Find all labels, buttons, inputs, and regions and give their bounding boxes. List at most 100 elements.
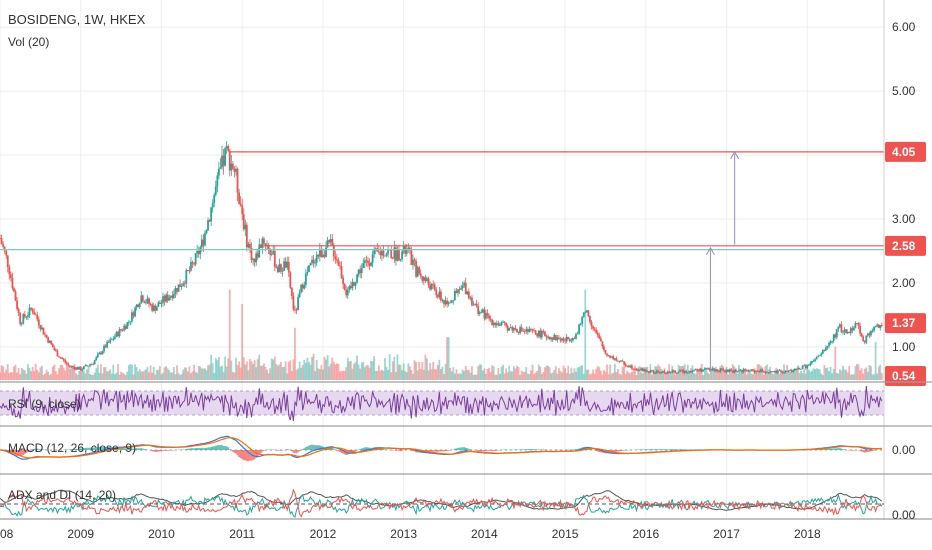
- adx-pane[interactable]: ADX and DI (14, 20) 0.00: [0, 488, 916, 522]
- volume-bar: [270, 358, 273, 380]
- volume-bar: [752, 374, 754, 380]
- candle-body: [593, 328, 596, 330]
- volume-bar: [353, 363, 355, 380]
- macd-hist-bar: [523, 449, 526, 450]
- price-pane[interactable]: [0, 141, 884, 380]
- volume-bar: [792, 373, 795, 380]
- x-tick-label: 2013: [390, 527, 417, 541]
- rsi-pane[interactable]: RSI (9, close): [0, 385, 884, 422]
- candle-body: [78, 367, 81, 370]
- candle-body: [444, 300, 447, 305]
- macd-pane[interactable]: MACD (12, 26, close, 9) 0.00: [0, 435, 916, 462]
- volume-bar: [811, 370, 813, 380]
- volume-bar: [707, 372, 709, 380]
- candle-body: [335, 259, 338, 261]
- candle-body: [837, 326, 840, 330]
- candle-body: [306, 271, 309, 274]
- candle-body: [443, 300, 445, 305]
- volume-bar: [146, 366, 149, 380]
- volume-bar: [828, 371, 830, 380]
- candle-body: [839, 324, 841, 327]
- macd-hist-bar: [154, 450, 157, 452]
- candle-body: [34, 314, 37, 316]
- volume-bar: [525, 367, 528, 380]
- candle-body: [390, 249, 393, 258]
- volume-bar: [326, 355, 329, 380]
- candle-body: [519, 327, 521, 334]
- horizontal-levels[interactable]: [0, 151, 884, 251]
- candle-body: [224, 148, 227, 166]
- candle-body: [811, 361, 813, 363]
- volume-bar: [503, 373, 506, 380]
- candle-body: [261, 238, 264, 248]
- macd-hist-bar: [145, 449, 147, 450]
- macd-hist-bar: [395, 450, 397, 451]
- volume-bar: [592, 369, 594, 380]
- candle-body: [179, 284, 181, 287]
- volume-bar: [204, 368, 206, 380]
- volume-bar: [488, 367, 490, 380]
- volume-bar: [595, 368, 598, 380]
- volume-bar: [556, 373, 559, 380]
- candle-body: [874, 326, 877, 328]
- candle-body: [679, 369, 681, 372]
- volume-bar: [51, 366, 54, 380]
- volume-bar: [565, 373, 568, 380]
- candle-body: [551, 337, 554, 340]
- volume-bar: [727, 374, 730, 380]
- candle-body: [873, 327, 875, 331]
- macd-hist-bar: [410, 450, 413, 451]
- candle-body: [683, 371, 686, 373]
- volume-bar: [402, 363, 405, 380]
- volume-bar: [485, 373, 487, 380]
- volume-bar: [95, 368, 98, 380]
- volume-bar: [699, 368, 702, 380]
- candle-body: [109, 339, 112, 343]
- candle-body: [47, 337, 50, 343]
- macd-hist-bar: [615, 450, 618, 452]
- time-axis[interactable]: 2008 2009 2010 2011 2012 2013 2014 2015 2016 2017…: [0, 527, 821, 541]
- volume-bar: [314, 371, 317, 380]
- candle-body: [351, 282, 354, 289]
- macd-hist-bar: [222, 445, 225, 450]
- candle-body: [682, 369, 685, 373]
- candle-body: [225, 146, 228, 149]
- volume-bar: [356, 355, 358, 380]
- projection-arrows[interactable]: [705, 150, 740, 373]
- candle-body: [326, 240, 329, 248]
- volume-bar: [460, 373, 462, 380]
- macd-hist-bar: [834, 448, 837, 450]
- price-axis[interactable]: 6.005.004.003.002.001.00 4.052.581.370.5…: [883, 0, 932, 520]
- candle-body: [558, 337, 560, 340]
- candle-body: [441, 300, 444, 301]
- candle-body: [9, 274, 12, 278]
- volume-bar: [430, 369, 433, 380]
- volume-bar: [301, 364, 304, 380]
- candle-body: [11, 277, 14, 289]
- volume-bar: [734, 371, 737, 380]
- macd-hist-bar: [382, 449, 385, 450]
- volume-bar: [433, 369, 436, 380]
- candle-body: [585, 310, 588, 313]
- candle-body: [112, 338, 115, 340]
- volume-bar: [20, 367, 23, 380]
- macd-hist-bar: [842, 449, 844, 450]
- candle-body: [856, 323, 858, 324]
- volume-bar: [542, 371, 545, 380]
- volume-bar: [258, 354, 261, 380]
- candle-body: [820, 353, 823, 356]
- x-tick-label: 2009: [67, 527, 94, 541]
- candle-body: [621, 360, 624, 362]
- volume-bar: [64, 370, 67, 380]
- volume-bar: [615, 372, 618, 380]
- candle-body: [859, 325, 861, 334]
- volume-bar: [374, 371, 377, 380]
- volume-bar: [784, 370, 787, 380]
- candle-body: [879, 325, 882, 328]
- volume-bar: [790, 370, 793, 380]
- volume-bar: [703, 366, 706, 380]
- volume-bar: [394, 372, 397, 380]
- volume-bar: [621, 367, 624, 380]
- candle-body: [135, 304, 138, 308]
- candle-body: [328, 240, 331, 243]
